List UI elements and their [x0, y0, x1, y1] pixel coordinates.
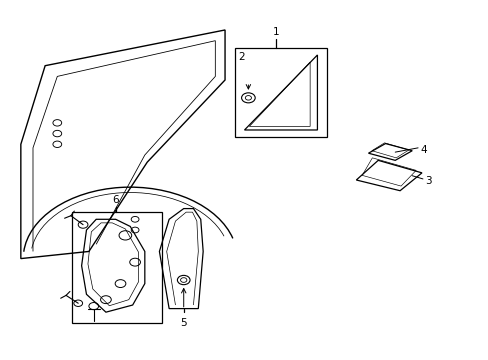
Bar	[234, 48, 326, 137]
Bar	[72, 212, 162, 323]
Text: 1: 1	[272, 27, 279, 37]
Text: 4: 4	[420, 145, 426, 155]
Text: 3: 3	[425, 176, 431, 186]
Text: 5: 5	[180, 318, 186, 328]
Text: 2: 2	[237, 52, 244, 62]
Text: 6: 6	[112, 195, 119, 205]
